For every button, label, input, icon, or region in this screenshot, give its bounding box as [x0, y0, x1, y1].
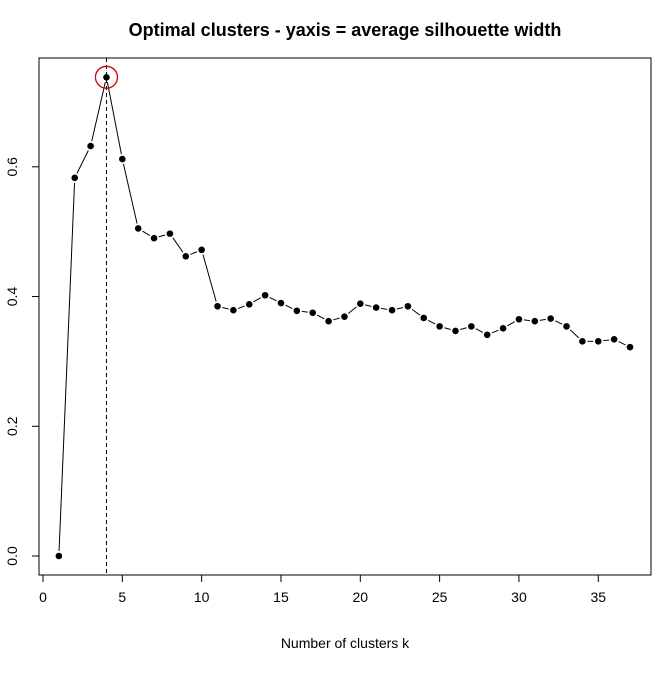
data-point: [103, 73, 110, 81]
data-point: [293, 307, 301, 315]
data-point: [388, 306, 396, 314]
y-tick-label: 0.2: [4, 416, 20, 436]
y-axis: 0.0 0.2 0.4 0.6: [4, 157, 39, 566]
data-point: [547, 315, 554, 322]
x-tick-label: 20: [353, 589, 369, 605]
series-line-segment: [301, 310, 308, 313]
x-tick-label: 10: [194, 589, 210, 605]
data-point: [610, 336, 618, 343]
series-line-segment: [603, 339, 610, 342]
y-tick-label: 0.0: [4, 546, 20, 566]
data-point: [245, 301, 253, 308]
data-point: [277, 299, 285, 307]
data-point: [150, 234, 158, 242]
x-axis-label: Number of clusters k: [281, 635, 410, 651]
series-line-segment: [365, 304, 372, 307]
data-point: [579, 337, 586, 345]
data-point: [166, 230, 174, 237]
data-point: [182, 253, 190, 260]
plot-frame: [38, 57, 652, 576]
series-line-segment: [333, 317, 340, 321]
data-point: [325, 317, 332, 325]
x-tick-label: 5: [118, 589, 126, 605]
x-tick-label: 35: [590, 589, 606, 605]
data-point: [531, 317, 539, 325]
series-line-segment: [460, 327, 467, 331]
data-point: [483, 331, 491, 339]
series-line-segment: [381, 307, 388, 310]
series-line-segment: [347, 306, 357, 314]
series-line-segment: [427, 319, 436, 325]
x-tick-label: 30: [511, 589, 527, 605]
data-point: [309, 309, 317, 317]
data-point: [372, 304, 380, 311]
series-line-segment: [91, 82, 106, 142]
series-line-segment: [539, 318, 546, 321]
data-point: [420, 314, 428, 322]
series-line-segment: [269, 296, 277, 302]
data-point: [452, 327, 459, 335]
series-line-segment: [569, 329, 580, 339]
data-point: [563, 323, 570, 330]
series-line-segment: [523, 319, 530, 322]
x-tick-label: 15: [273, 589, 289, 605]
series-line-segment: [618, 341, 626, 346]
series-line-segment: [222, 306, 229, 310]
series-line-segment: [58, 182, 76, 552]
series-line-segment: [444, 327, 451, 331]
data-point: [468, 323, 475, 330]
series-line-segment: [253, 297, 262, 303]
series-line-segment: [76, 150, 89, 174]
data-point: [626, 343, 634, 351]
data-point: [230, 306, 237, 314]
data-point: [436, 323, 443, 330]
series-line-segment: [475, 328, 484, 333]
y-tick-label: 0.4: [4, 287, 20, 307]
series-line-segment: [237, 305, 245, 309]
data-point: [214, 302, 221, 310]
series-line-segment: [142, 230, 151, 236]
data-point: [341, 313, 348, 320]
data-point: [594, 337, 602, 345]
x-axis: 0 5 10 15 20 25 30 35: [39, 575, 606, 605]
series-line-segment: [106, 82, 122, 155]
series-line-segment: [285, 304, 293, 310]
series-line-segment: [491, 329, 499, 334]
data-point: [55, 552, 63, 560]
x-tick-label: 25: [432, 589, 448, 605]
optimal-point-highlight: [94, 65, 119, 89]
series: [55, 58, 634, 575]
series-line-segment: [158, 234, 166, 238]
series-line-segment: [172, 237, 184, 253]
series-line-segment: [202, 254, 217, 302]
data-point: [356, 300, 364, 307]
data-point: [515, 315, 523, 323]
data-point: [119, 155, 126, 163]
data-point: [134, 225, 142, 232]
series-line-segment: [411, 308, 421, 316]
data-point: [404, 302, 412, 310]
series-line-segment: [190, 251, 198, 255]
data-point: [499, 325, 507, 332]
series-line-segment: [554, 320, 563, 325]
data-point: [261, 291, 269, 299]
series-line-segment: [122, 163, 138, 224]
y-tick-label: 0.6: [4, 157, 20, 177]
data-point: [198, 246, 205, 254]
series-line-segment: [396, 306, 404, 310]
data-point: [87, 142, 94, 150]
series-line-segment: [316, 314, 325, 320]
chart-title: Optimal clusters - yaxis = average silho…: [129, 20, 562, 40]
x-tick-label: 0: [39, 589, 47, 605]
data-point: [71, 174, 79, 182]
series-line-segment: [507, 321, 515, 327]
